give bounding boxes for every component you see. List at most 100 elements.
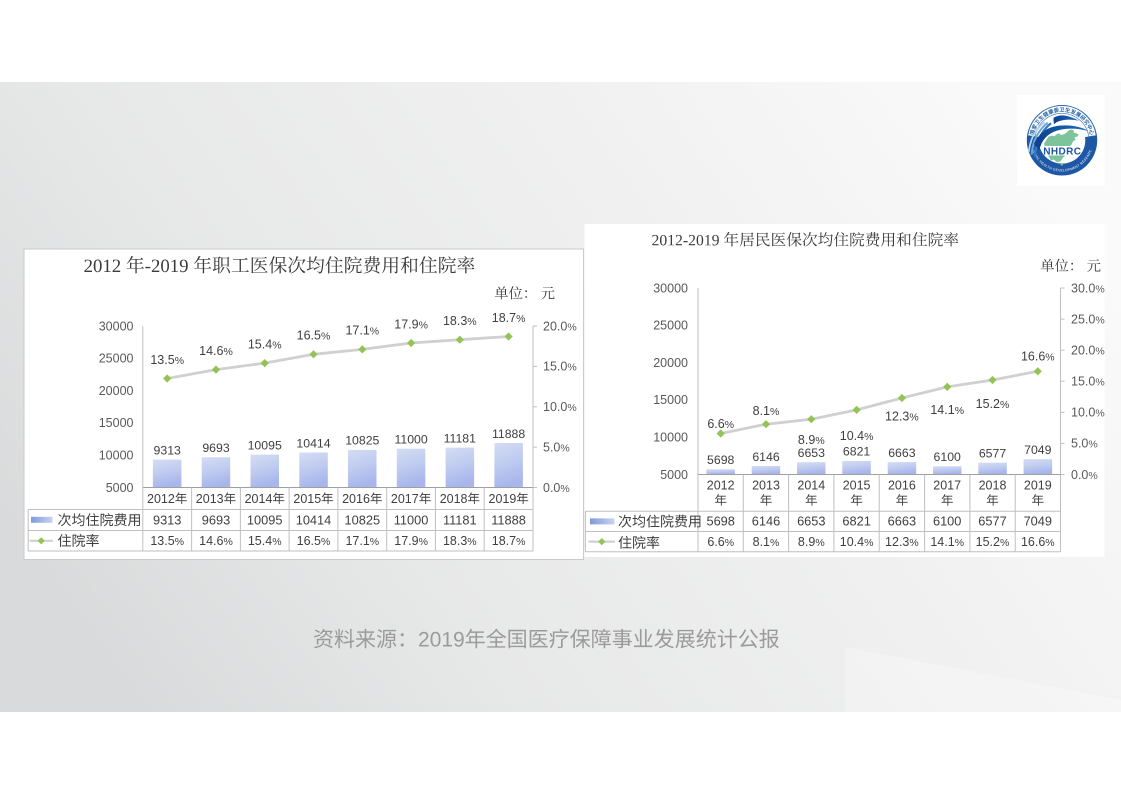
svg-text:8.9%: 8.9% (798, 535, 825, 549)
svg-text:18.7%: 18.7% (492, 534, 526, 548)
svg-text:17.9%: 17.9% (394, 317, 428, 331)
svg-text:8.1%: 8.1% (753, 535, 780, 549)
svg-text:20.0%: 20.0% (543, 319, 577, 333)
svg-text:5698: 5698 (706, 514, 734, 529)
svg-text:6653: 6653 (798, 446, 826, 460)
svg-text:6146: 6146 (752, 514, 780, 529)
svg-text:25000: 25000 (99, 352, 134, 366)
svg-text:15000: 15000 (653, 393, 688, 407)
svg-text:10.0%: 10.0% (1071, 406, 1105, 420)
svg-text:15000: 15000 (99, 416, 134, 430)
svg-text:5.0%: 5.0% (543, 440, 570, 454)
svg-text:25.0%: 25.0% (1071, 312, 1105, 326)
svg-text:10825: 10825 (345, 434, 379, 448)
svg-text:7049: 7049 (1024, 514, 1052, 529)
svg-text:6146: 6146 (752, 450, 780, 464)
svg-text:15.4%: 15.4% (248, 337, 282, 351)
svg-text:17.1%: 17.1% (345, 534, 379, 548)
svg-text:10095: 10095 (247, 513, 283, 528)
svg-text:10.4%: 10.4% (840, 535, 874, 549)
svg-text:11888: 11888 (491, 513, 526, 528)
svg-text:11181: 11181 (443, 513, 477, 528)
svg-text:20.0%: 20.0% (1071, 344, 1105, 358)
svg-text:10.0%: 10.0% (543, 400, 577, 414)
svg-text:2019: 2019 (489, 492, 517, 506)
svg-text:2012: 2012 (147, 492, 175, 506)
svg-text:6663: 6663 (888, 514, 916, 529)
svg-text:13.5%: 13.5% (150, 353, 184, 367)
svg-text:6.6%: 6.6% (707, 417, 734, 431)
svg-text:2019: 2019 (1024, 479, 1052, 493)
svg-text:9313: 9313 (154, 443, 182, 457)
svg-text:15.2%: 15.2% (976, 397, 1010, 411)
svg-text:30000: 30000 (99, 319, 134, 333)
svg-text:13.5%: 13.5% (150, 534, 184, 548)
svg-text:14.6%: 14.6% (199, 344, 233, 358)
svg-text:18.3%: 18.3% (443, 314, 477, 328)
svg-text:2017: 2017 (933, 479, 961, 493)
svg-text:11888: 11888 (492, 427, 525, 441)
svg-text:11000: 11000 (394, 433, 427, 447)
svg-text:17.9%: 17.9% (394, 534, 428, 548)
svg-text:6100: 6100 (934, 450, 962, 464)
svg-text:2018: 2018 (979, 479, 1007, 493)
svg-text:5698: 5698 (707, 453, 735, 467)
svg-text:2018: 2018 (440, 492, 468, 506)
svg-text:11000: 11000 (394, 513, 429, 528)
svg-text:20000: 20000 (653, 356, 688, 370)
svg-text:14.1%: 14.1% (930, 403, 964, 417)
svg-text:18.3%: 18.3% (443, 534, 477, 548)
svg-text:0.0%: 0.0% (1071, 468, 1098, 482)
svg-text:30000: 30000 (653, 281, 688, 295)
svg-text:6821: 6821 (843, 445, 871, 459)
svg-text:2017: 2017 (391, 492, 419, 506)
svg-text:5.0%: 5.0% (1071, 437, 1098, 451)
svg-text:0.0%: 0.0% (543, 481, 570, 495)
svg-text:16.5%: 16.5% (297, 329, 331, 343)
svg-text:2015: 2015 (293, 492, 321, 506)
svg-text:6577: 6577 (978, 514, 1006, 529)
svg-text:15.0%: 15.0% (1071, 375, 1105, 389)
svg-text:30.0%: 30.0% (1071, 281, 1105, 295)
svg-text:NHDRC: NHDRC (1043, 146, 1081, 157)
svg-text:20000: 20000 (99, 384, 134, 398)
svg-text:9313: 9313 (153, 513, 181, 528)
svg-text:17.1%: 17.1% (345, 324, 379, 338)
svg-text:10095: 10095 (248, 438, 282, 452)
svg-text:9693: 9693 (202, 441, 230, 455)
svg-text:5000: 5000 (106, 481, 134, 495)
svg-text:18.7%: 18.7% (492, 311, 526, 325)
svg-text:6.6%: 6.6% (707, 535, 734, 549)
svg-text:9693: 9693 (202, 513, 230, 528)
svg-text:6100: 6100 (933, 514, 961, 529)
svg-text:10825: 10825 (345, 513, 381, 528)
svg-text:15.0%: 15.0% (543, 360, 577, 374)
svg-text:2012: 2012 (707, 479, 735, 493)
svg-text:15.2%: 15.2% (976, 535, 1010, 549)
svg-text:11181: 11181 (444, 431, 477, 445)
svg-text:10414: 10414 (296, 436, 330, 450)
svg-text:14.6%: 14.6% (199, 534, 233, 548)
svg-text:2016: 2016 (342, 492, 370, 506)
svg-text:7049: 7049 (1024, 443, 1052, 457)
svg-text:2013: 2013 (196, 492, 224, 506)
svg-text:5000: 5000 (660, 468, 688, 482)
svg-text:16.5%: 16.5% (297, 534, 331, 548)
svg-text:12.3%: 12.3% (885, 535, 919, 549)
svg-text:6577: 6577 (979, 447, 1007, 461)
svg-text:14.1%: 14.1% (930, 535, 964, 549)
svg-text:16.6%: 16.6% (1021, 535, 1055, 549)
svg-text:16.6%: 16.6% (1021, 350, 1055, 364)
svg-text:8.9%: 8.9% (798, 433, 825, 447)
svg-text:10000: 10000 (99, 449, 134, 463)
svg-text:10414: 10414 (296, 513, 332, 528)
svg-text:15.4%: 15.4% (248, 534, 282, 548)
svg-text:2015: 2015 (843, 479, 871, 493)
svg-text:10000: 10000 (653, 431, 688, 445)
svg-text:8.1%: 8.1% (753, 404, 780, 418)
svg-text:6663: 6663 (888, 446, 916, 460)
svg-text:2014: 2014 (797, 479, 825, 493)
svg-text:2014: 2014 (245, 492, 273, 506)
svg-text:6653: 6653 (797, 514, 825, 529)
svg-text:2013: 2013 (752, 479, 780, 493)
